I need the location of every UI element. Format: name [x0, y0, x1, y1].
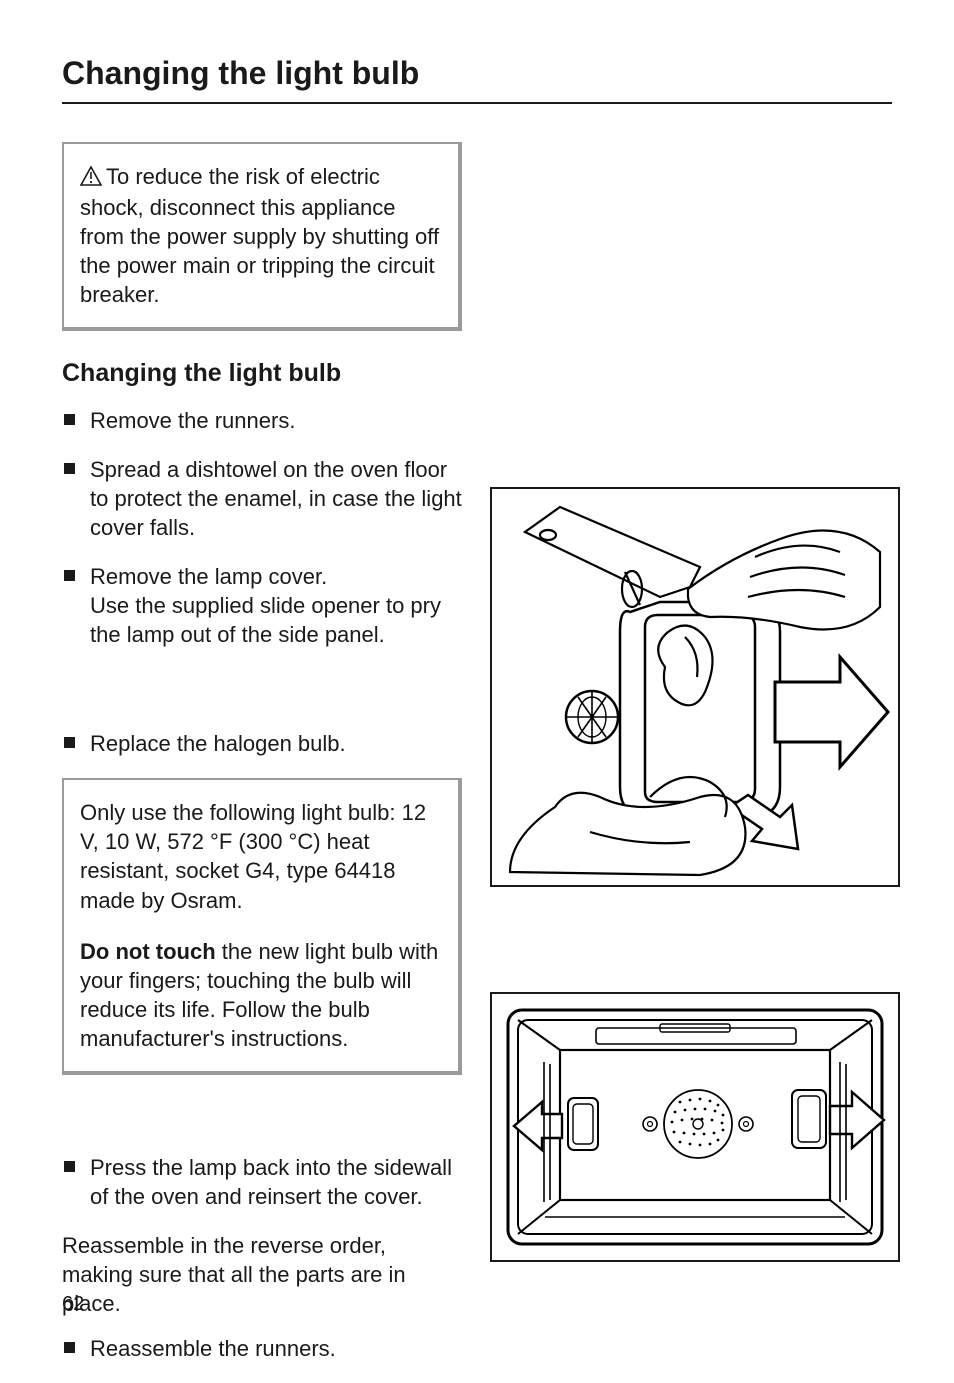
- list-item: Remove the lamp cover. Use the supplied …: [62, 562, 462, 649]
- oven-interior-svg: [500, 1002, 890, 1252]
- section-heading: Changing the light bulb: [62, 359, 462, 388]
- list-item: Replace the halogen bulb.: [62, 729, 462, 758]
- info-paragraph: Do not touch the new light bulb with you…: [80, 937, 442, 1053]
- spacer: [62, 669, 462, 729]
- page-number: 62: [62, 1293, 84, 1316]
- page-title: Changing the light bulb: [62, 55, 892, 92]
- step-list-c: Press the lamp back into the sidewall of…: [62, 1153, 462, 1211]
- body-paragraph: Reassemble in the reverse order, making …: [62, 1231, 462, 1318]
- info-bold: Do not touch: [80, 939, 216, 964]
- manual-page: Changing the light bulb To reduce the ri…: [0, 0, 954, 1352]
- warning-icon: [80, 164, 102, 193]
- content-columns: To reduce the risk of electric shock, di…: [62, 142, 892, 1383]
- lamp-removal-svg: [500, 497, 890, 877]
- illustration-oven-interior: [490, 992, 900, 1262]
- list-item: Reassemble the runners.: [62, 1334, 462, 1363]
- title-rule: [62, 102, 892, 104]
- step-list-a: Remove the runners. Spread a dishtowel o…: [62, 406, 462, 649]
- step-list-d: Reassemble the runners.: [62, 1334, 462, 1363]
- illustration-lamp-removal: [490, 487, 900, 887]
- left-column: To reduce the risk of electric shock, di…: [62, 142, 462, 1383]
- spacer: [62, 1105, 462, 1153]
- list-item: Press the lamp back into the sidewall of…: [62, 1153, 462, 1211]
- warning-box: To reduce the risk of electric shock, di…: [62, 142, 462, 331]
- right-column: [490, 142, 892, 1383]
- warning-text: To reduce the risk of electric shock, di…: [80, 164, 439, 307]
- info-box: Only use the following light bulb: 12 V,…: [62, 778, 462, 1074]
- list-item: Remove the runners.: [62, 406, 462, 435]
- info-paragraph: Only use the following light bulb: 12 V,…: [80, 798, 442, 914]
- step-list-b: Replace the halogen bulb.: [62, 729, 462, 758]
- list-item: Spread a dishtowel on the oven floor to …: [62, 455, 462, 542]
